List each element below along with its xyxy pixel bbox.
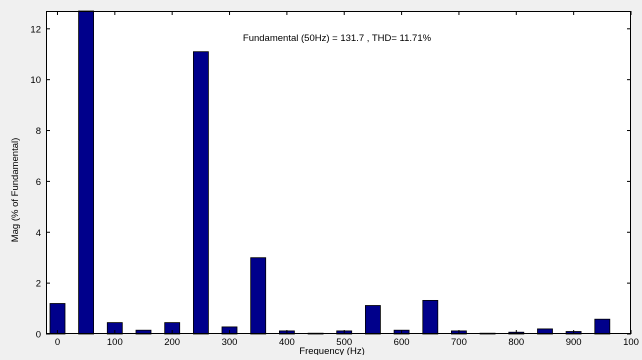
- chart-title: Fundamental (50Hz) = 131.7 , THD= 11.71%: [243, 33, 432, 44]
- y-tick-label: 12: [30, 24, 41, 35]
- y-tick-label: 8: [36, 126, 41, 137]
- x-tick-label: 800: [508, 337, 524, 348]
- bar-350hz: [250, 257, 267, 335]
- bar-550hz: [364, 305, 381, 335]
- x-axis-label: Frequency (Hz): [299, 346, 364, 355]
- bar-250hz: [192, 51, 209, 335]
- x-tick-label: 300: [222, 337, 238, 348]
- x-tick-label: 400: [279, 337, 295, 348]
- y-tick-label: 10: [30, 75, 41, 86]
- x-tick-label: 100: [623, 337, 639, 348]
- plot-frame: [46, 11, 631, 334]
- y-tick-label: 4: [36, 228, 41, 239]
- x-tick-label: 900: [566, 337, 582, 348]
- bar-950hz: [594, 318, 611, 335]
- plot-area: [46, 11, 631, 334]
- bar-0hz: [49, 303, 66, 335]
- x-tick-label: 500: [336, 337, 352, 348]
- x-tick-label: 700: [451, 337, 467, 348]
- x-tick-label: 0: [55, 337, 60, 348]
- y-tick-label: 2: [36, 279, 41, 290]
- y-tick-label: 0: [36, 330, 41, 341]
- x-tick-label: 200: [164, 337, 180, 348]
- bar-50hz: [78, 10, 94, 335]
- x-tick-label: 600: [394, 337, 410, 348]
- y-tick-label: 6: [36, 177, 41, 188]
- y-axis-label: Mag (% of Fundamental): [10, 138, 21, 243]
- x-tick-label: 100: [107, 337, 123, 348]
- bar-650hz: [422, 299, 439, 335]
